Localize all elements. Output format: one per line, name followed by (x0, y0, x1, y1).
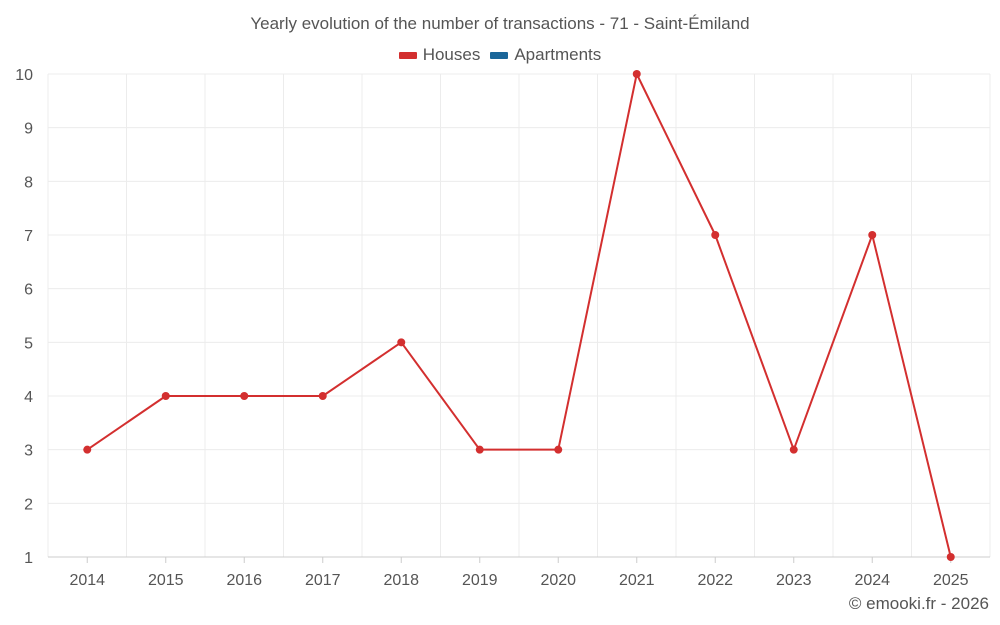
chart-title: Yearly evolution of the number of transa… (250, 14, 750, 33)
y-tick-labels: 1 2 3 4 5 6 7 8 9 10 (15, 67, 33, 567)
legend-label-houses: Houses (422, 45, 481, 64)
data-point-houses-2025[interactable] (946, 553, 955, 561)
legend-item-apartments[interactable]: Apartments (490, 45, 601, 65)
y-tick-label-4: 4 (24, 389, 33, 406)
x-tick-label-2014: 2014 (69, 572, 105, 589)
series-line-houses (86, 73, 952, 558)
y-tick-label-5: 5 (24, 335, 33, 352)
data-point-houses-2023[interactable] (789, 445, 798, 454)
x-tick-label-2016: 2016 (226, 572, 262, 589)
data-point-houses-2022[interactable] (711, 231, 720, 239)
data-point-houses-2016[interactable] (240, 392, 249, 400)
series-layer (83, 70, 955, 561)
x-tick-label-2022: 2022 (697, 572, 733, 589)
x-tick-label-2024: 2024 (854, 572, 890, 589)
x-tick-label-2017: 2017 (305, 572, 341, 589)
y-tick-label-1: 1 (24, 550, 33, 567)
legend-label-apartments: Apartments (514, 45, 602, 64)
y-tick-label-3: 3 (24, 443, 33, 460)
data-point-houses-2014[interactable] (83, 445, 92, 454)
x-tick-labels: 2014 2015 2016 2017 2018 2019 2020 2021 2022 2023… (69, 572, 968, 589)
data-point-houses-2020[interactable] (554, 445, 563, 454)
chart-legend: Houses Apartments (0, 45, 1000, 65)
data-point-houses-2018[interactable] (397, 338, 406, 347)
legend-swatch-houses (398, 51, 417, 59)
y-tick-label-7: 7 (24, 228, 33, 245)
grid-lines (47, 73, 991, 558)
y-tick-label-6: 6 (24, 282, 33, 299)
data-point-houses-2019[interactable] (475, 445, 484, 454)
y-tick-label-10: 10 (15, 67, 33, 84)
axes (48, 556, 990, 563)
x-tick-label-2023: 2023 (776, 572, 812, 589)
x-tick-label-2015: 2015 (148, 572, 184, 589)
x-tick-label-2018: 2018 (383, 572, 419, 589)
x-tick-label-2020: 2020 (540, 572, 576, 589)
y-tick-label-2: 2 (24, 496, 33, 513)
data-point-houses-2024[interactable] (868, 231, 877, 239)
legend-swatch-apartments (490, 51, 509, 59)
x-tick-label-2021: 2021 (619, 572, 655, 589)
legend-item-houses[interactable]: Houses (398, 45, 481, 65)
data-point-houses-2021[interactable] (632, 70, 641, 78)
y-tick-label-8: 8 (24, 174, 33, 191)
data-point-houses-2015[interactable] (161, 392, 170, 400)
x-tick-label-2019: 2019 (462, 572, 498, 589)
y-tick-label-9: 9 (24, 121, 33, 138)
data-point-houses-2017[interactable] (318, 392, 327, 400)
copyright-credit: © emooki.fr - 2026 (848, 594, 989, 613)
x-tick-label-2025: 2025 (933, 572, 969, 589)
